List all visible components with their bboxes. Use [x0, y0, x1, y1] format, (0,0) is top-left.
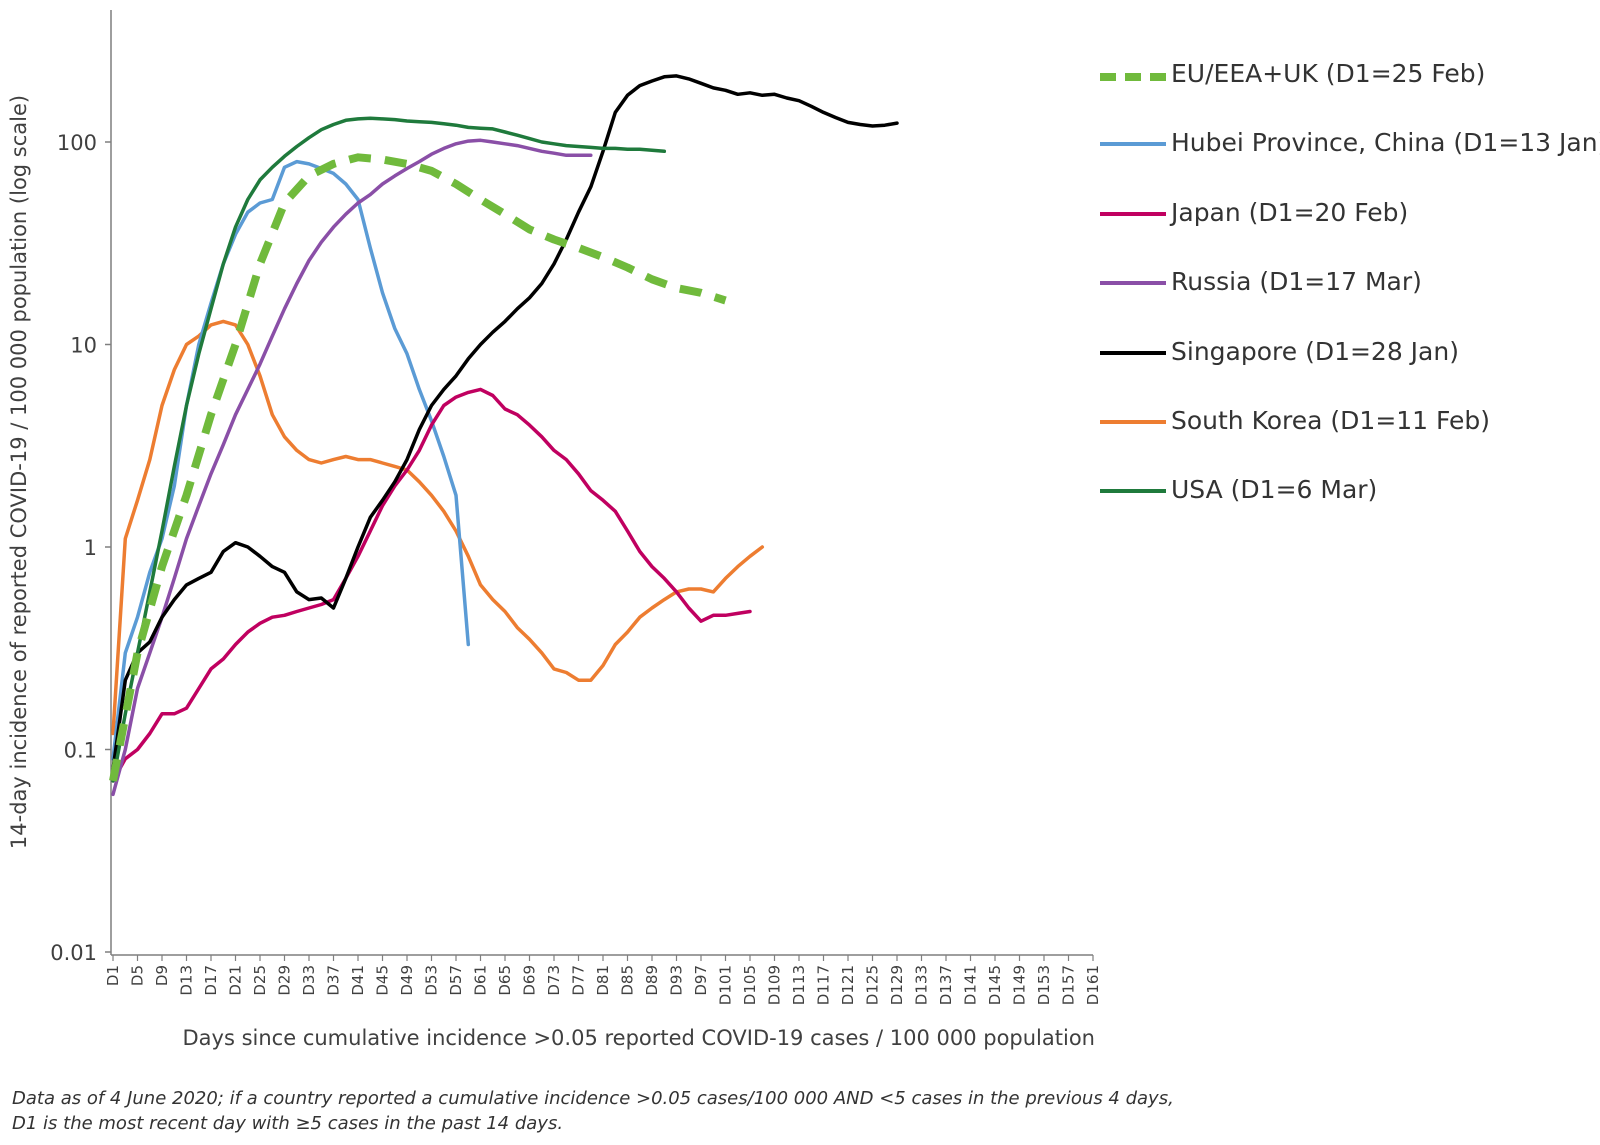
footnote-line-1: Data as of 4 June 2020; if a country rep…: [12, 1088, 1174, 1109]
legend-item: Hubei Province, China (D1=13 Jan): [1100, 125, 1600, 194]
footnote-line-2: D1 is the most recent day with ≥5 cases …: [12, 1113, 564, 1134]
series-line-russia: [111, 138, 593, 797]
x-tick-label: D45: [374, 965, 392, 996]
y-tick-label: 100: [57, 131, 97, 155]
x-tick-label: D149: [1011, 965, 1029, 1005]
legend-swatch-singapore: [1100, 350, 1166, 355]
x-tick-label: D1: [104, 965, 122, 986]
x-tick-label: D81: [594, 965, 612, 996]
x-tick-label: D53: [423, 965, 441, 996]
x-axis-label: Days since cumulative incidence >0.05 re…: [183, 1026, 1095, 1050]
x-tick-label: D161: [1084, 965, 1102, 1005]
x-tick-label: D29: [276, 965, 294, 996]
legend-item: Singapore (D1=28 Jan): [1100, 334, 1590, 403]
legend-swatch-hubei: [1100, 142, 1166, 147]
axes: 0.01 0.1 1 10 100 D1 D5 D9 D13 D17 D21 D25 D29 D33 D37…: [50, 10, 1102, 1005]
x-tick-label: D121: [839, 965, 857, 1005]
x-tick-label: D65: [496, 965, 514, 996]
legend-label: South Korea (D1=11 Feb): [1171, 405, 1491, 435]
legend-label: USA (D1=6 Mar): [1171, 475, 1378, 505]
x-tick-label: D133: [913, 965, 931, 1005]
x-tick-label: D97: [692, 965, 710, 996]
series-line-eu-eea-uk: [109, 153, 727, 782]
legend-swatch-usa: [1100, 489, 1166, 494]
legend-label: Russia (D1=17 Mar): [1171, 267, 1422, 297]
legend-item: EU/EEA+UK (D1=25 Feb): [1100, 56, 1590, 125]
legend-item: USA (D1=6 Mar): [1100, 472, 1590, 541]
x-tick-label: D25: [251, 965, 269, 996]
legend-swatch-russia: [1100, 281, 1166, 286]
x-tick-label: D5: [129, 965, 147, 986]
y-tick-label: 1: [84, 536, 97, 560]
legend-label: Japan (D1=20 Feb): [1171, 197, 1409, 227]
x-tick-label: D49: [398, 965, 416, 996]
y-axis-label: 14-day incidence of reported COVID-19 / …: [7, 95, 31, 849]
x-tick-label: D37: [325, 965, 343, 996]
x-tick-label: D61: [472, 965, 490, 996]
x-tick-label: D17: [202, 965, 220, 996]
x-tick-label: D109: [766, 965, 784, 1005]
series-line-south-korea: [111, 319, 765, 736]
x-tick-label: D13: [178, 965, 196, 996]
x-tick-label: D57: [447, 965, 465, 996]
x-tick-label: D77: [570, 965, 588, 996]
x-tick-label: D21: [227, 965, 245, 996]
x-tick-label: D113: [790, 965, 808, 1005]
x-tick-label: D153: [1035, 965, 1053, 1005]
x-tick-label: D41: [349, 965, 367, 996]
series-lines: [109, 74, 899, 797]
x-tick-label: D85: [619, 965, 637, 996]
legend-item: Japan (D1=20 Feb): [1100, 195, 1590, 264]
legend-item: Russia (D1=17 Mar): [1100, 264, 1590, 333]
y-tick-label: 10: [70, 334, 97, 358]
x-tick-label: D93: [668, 965, 686, 996]
x-tick-label: D145: [986, 965, 1004, 1005]
footnote: Data as of 4 June 2020; if a country rep…: [12, 1086, 1212, 1136]
legend-swatch-eu: [1100, 73, 1166, 81]
x-tick-label: D137: [937, 965, 955, 1005]
legend-label: Hubei Province, China (D1=13 Jan): [1171, 128, 1600, 158]
x-tick-label: D101: [717, 965, 735, 1005]
y-tick-label: 0.1: [64, 739, 97, 763]
x-tick-label: D73: [545, 965, 563, 996]
legend-swatch-south-korea: [1100, 419, 1166, 424]
x-tick-label: D33: [300, 965, 318, 996]
x-tick-label: D105: [741, 965, 759, 1005]
x-tick-label: D125: [864, 965, 882, 1005]
legend-swatch-japan: [1100, 211, 1166, 216]
x-tick-label: D117: [815, 965, 833, 1005]
series-line-singapore: [111, 74, 899, 771]
series-line-usa: [111, 116, 667, 783]
x-tick-label: D141: [962, 965, 980, 1005]
legend-label: EU/EEA+UK (D1=25 Feb): [1171, 59, 1486, 88]
series-line-japan: [111, 387, 752, 783]
y-tick-label: 0.01: [50, 941, 97, 965]
legend-label: Singapore (D1=28 Jan): [1171, 336, 1459, 366]
x-tick-label: D129: [888, 965, 906, 1005]
x-tick-label: D69: [521, 965, 539, 996]
series-line-hubei-province-china: [111, 159, 471, 761]
x-tick-label: D89: [643, 965, 661, 996]
x-tick-label: D157: [1060, 965, 1078, 1005]
x-tick-label: D9: [153, 965, 171, 986]
legend: EU/EEA+UK (D1=25 Feb) Hubei Province, Ch…: [1100, 56, 1600, 542]
legend-item: South Korea (D1=11 Feb): [1100, 403, 1590, 472]
